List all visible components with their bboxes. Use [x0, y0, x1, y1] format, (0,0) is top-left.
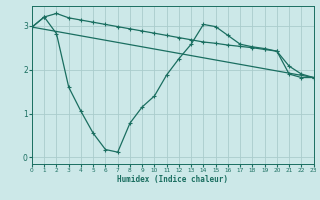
X-axis label: Humidex (Indice chaleur): Humidex (Indice chaleur)	[117, 175, 228, 184]
